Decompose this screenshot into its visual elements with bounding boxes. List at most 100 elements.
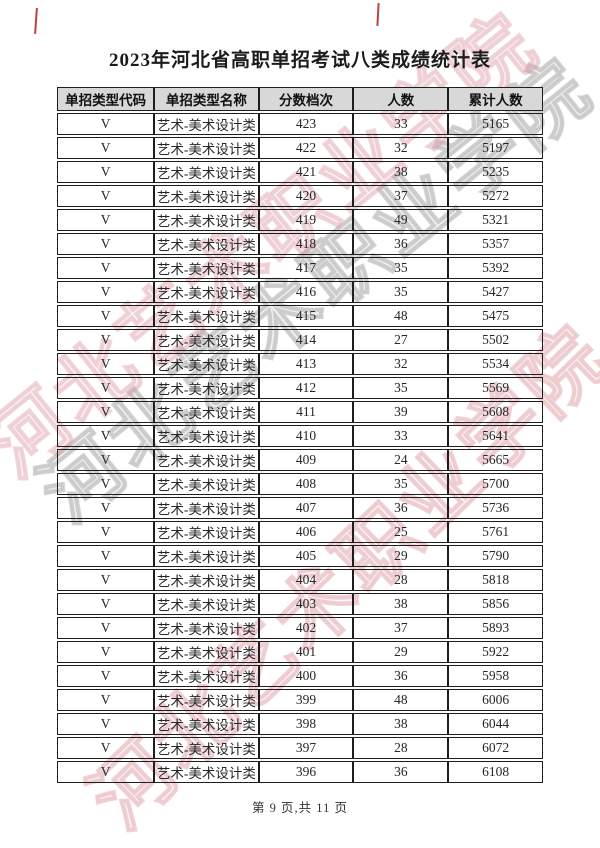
cell-count: 28 [353, 737, 449, 759]
cell-score: 421 [258, 161, 354, 183]
cell-cumulative: 5427 [448, 281, 543, 303]
cell-code: V [57, 761, 155, 783]
cell-cumulative: 6108 [448, 761, 543, 783]
cell-name: 艺术-美术设计类 [154, 281, 259, 303]
cell-cumulative: 5736 [448, 497, 543, 519]
cell-score: 414 [258, 329, 354, 351]
cell-count: 28 [353, 569, 449, 591]
cell-code: V [57, 473, 155, 495]
cell-name: 艺术-美术设计类 [154, 521, 259, 543]
cell-name: 艺术-美术设计类 [154, 689, 259, 711]
cell-code: V [57, 353, 155, 375]
table-row: V 艺术-美术设计类 401 29 5922 [57, 641, 543, 663]
cell-name: 艺术-美术设计类 [154, 593, 259, 615]
table-row: V 艺术-美术设计类 412 35 5569 [57, 377, 543, 399]
cell-score: 401 [258, 641, 354, 663]
cell-cumulative: 6044 [448, 713, 543, 735]
table-row: V 艺术-美术设计类 408 35 5700 [57, 473, 543, 495]
cell-code: V [57, 641, 155, 663]
cell-score: 397 [258, 737, 354, 759]
cell-cumulative: 5641 [448, 425, 543, 447]
cell-name: 艺术-美术设计类 [154, 569, 259, 591]
cell-code: V [57, 689, 155, 711]
cell-name: 艺术-美术设计类 [154, 161, 259, 183]
cell-cumulative: 5856 [448, 593, 543, 615]
table-row: V 艺术-美术设计类 416 35 5427 [57, 281, 543, 303]
cell-name: 艺术-美术设计类 [154, 113, 259, 135]
cell-score: 402 [258, 617, 354, 639]
cell-score: 413 [258, 353, 354, 375]
table-row: V 艺术-美术设计类 399 48 6006 [57, 689, 543, 711]
table-row: V 艺术-美术设计类 415 48 5475 [57, 305, 543, 327]
cell-name: 艺术-美术设计类 [154, 329, 259, 351]
cell-name: 艺术-美术设计类 [154, 617, 259, 639]
table-row: V 艺术-美术设计类 411 39 5608 [57, 401, 543, 423]
table-row: V 艺术-美术设计类 400 36 5958 [57, 665, 543, 687]
cell-count: 36 [353, 665, 449, 687]
table-row: V 艺术-美术设计类 407 36 5736 [57, 497, 543, 519]
cell-count: 35 [353, 257, 449, 279]
cell-score: 419 [258, 209, 354, 231]
cell-count: 29 [353, 641, 449, 663]
cell-name: 艺术-美术设计类 [154, 185, 259, 207]
cell-count: 37 [353, 617, 449, 639]
cell-name: 艺术-美术设计类 [154, 137, 259, 159]
cell-count: 32 [353, 137, 449, 159]
cell-name: 艺术-美术设计类 [154, 233, 259, 255]
table-row: V 艺术-美术设计类 418 36 5357 [57, 233, 543, 255]
cell-score: 422 [258, 137, 354, 159]
table-row: V 艺术-美术设计类 414 27 5502 [57, 329, 543, 351]
cell-code: V [57, 401, 155, 423]
cell-cumulative: 5922 [448, 641, 543, 663]
cell-cumulative: 5357 [448, 233, 543, 255]
cell-code: V [57, 377, 155, 399]
cell-name: 艺术-美术设计类 [154, 473, 259, 495]
cell-code: V [57, 569, 155, 591]
cell-name: 艺术-美术设计类 [154, 449, 259, 471]
red-scan-mark [376, 2, 380, 27]
cell-cumulative: 5475 [448, 305, 543, 327]
red-scan-mark [34, 7, 38, 35]
cell-cumulative: 5700 [448, 473, 543, 495]
cell-code: V [57, 281, 155, 303]
cell-code: V [57, 497, 155, 519]
cell-code: V [57, 305, 155, 327]
cell-count: 35 [353, 281, 449, 303]
cell-cumulative: 5893 [448, 617, 543, 639]
cell-score: 399 [258, 689, 354, 711]
header-cumulative-count: 累计人数 [448, 87, 543, 111]
cell-code: V [57, 545, 155, 567]
table-row: V 艺术-美术设计类 402 37 5893 [57, 617, 543, 639]
cell-cumulative: 5165 [448, 113, 543, 135]
cell-cumulative: 5197 [448, 137, 543, 159]
cell-score: 398 [258, 713, 354, 735]
cell-cumulative: 6072 [448, 737, 543, 759]
cell-count: 48 [353, 305, 449, 327]
cell-name: 艺术-美术设计类 [154, 401, 259, 423]
cell-score: 404 [258, 569, 354, 591]
cell-code: V [57, 185, 155, 207]
cell-name: 艺术-美术设计类 [154, 761, 259, 783]
cell-code: V [57, 617, 155, 639]
score-table-body: V 艺术-美术设计类 423 33 5165 V 艺术-美术设计类 422 32 5197 V 艺术-… [57, 113, 543, 783]
cell-cumulative: 5608 [448, 401, 543, 423]
cell-cumulative: 5958 [448, 665, 543, 687]
cell-name: 艺术-美术设计类 [154, 641, 259, 663]
table-row: V 艺术-美术设计类 404 28 5818 [57, 569, 543, 591]
header-type-name: 单招类型名称 [154, 87, 259, 111]
cell-cumulative: 6006 [448, 689, 543, 711]
cell-code: V [57, 593, 155, 615]
cell-cumulative: 5502 [448, 329, 543, 351]
table-row: V 艺术-美术设计类 419 49 5321 [57, 209, 543, 231]
cell-count: 25 [353, 521, 449, 543]
cell-score: 423 [258, 113, 354, 135]
cell-score: 396 [258, 761, 354, 783]
table-row: V 艺术-美术设计类 422 32 5197 [57, 137, 543, 159]
cell-name: 艺术-美术设计类 [154, 257, 259, 279]
cell-count: 32 [353, 353, 449, 375]
cell-score: 420 [258, 185, 354, 207]
cell-count: 36 [353, 233, 449, 255]
cell-code: V [57, 521, 155, 543]
cell-score: 410 [258, 425, 354, 447]
